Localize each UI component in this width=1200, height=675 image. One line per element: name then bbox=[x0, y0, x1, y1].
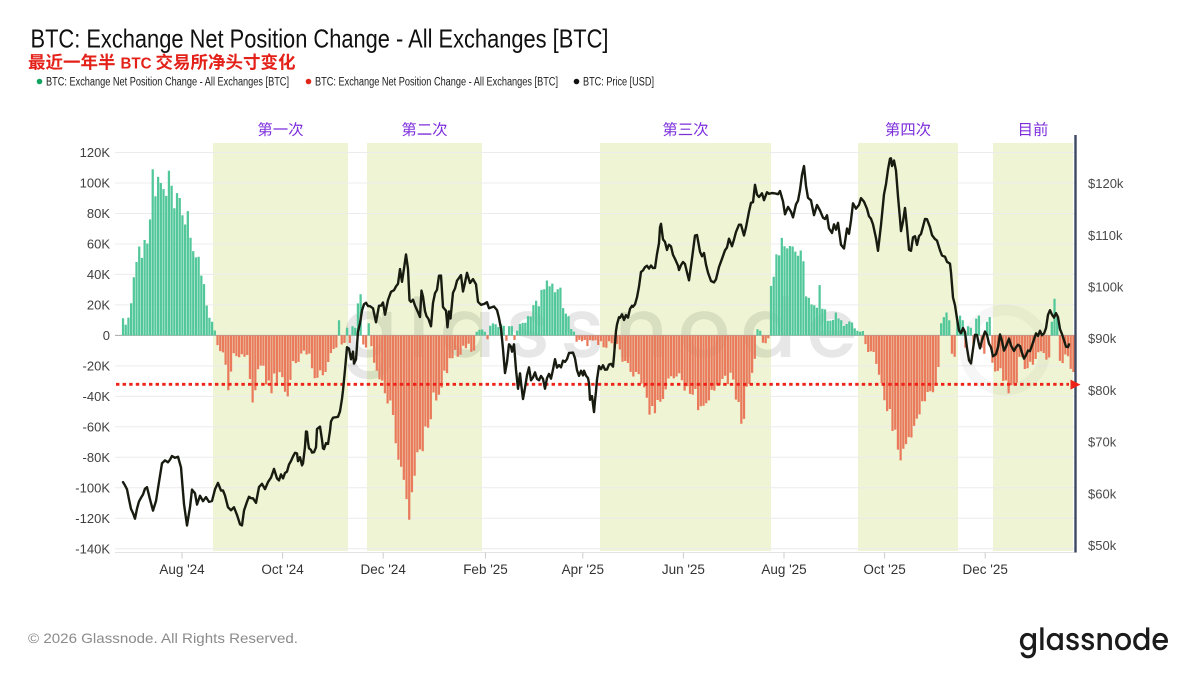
svg-text:$120k: $120k bbox=[1088, 176, 1124, 191]
svg-text:BTC: Exchange Net Position Cha: BTC: Exchange Net Position Change - All … bbox=[315, 77, 558, 89]
svg-text:BTC: Exchange Net Position Cha: BTC: Exchange Net Position Change - All … bbox=[31, 24, 609, 54]
svg-text:$80k: $80k bbox=[1088, 383, 1117, 398]
svg-text:40K: 40K bbox=[87, 267, 110, 282]
svg-text:Jun '25: Jun '25 bbox=[662, 562, 705, 577]
svg-text:Feb '25: Feb '25 bbox=[463, 562, 508, 577]
svg-text:80K: 80K bbox=[87, 206, 110, 221]
svg-text:60K: 60K bbox=[87, 237, 110, 252]
svg-text:120K: 120K bbox=[80, 145, 111, 160]
svg-text:$60k: $60k bbox=[1088, 486, 1117, 501]
svg-text:-20K: -20K bbox=[83, 358, 111, 373]
svg-text:© 2026 Glassnode. All Rights R: © 2026 Glassnode. All Rights Reserved. bbox=[28, 630, 298, 646]
svg-text:$70k: $70k bbox=[1088, 435, 1117, 450]
svg-text:-80K: -80K bbox=[83, 450, 111, 465]
svg-text:0: 0 bbox=[103, 328, 110, 343]
svg-text:Oct '25: Oct '25 bbox=[863, 562, 905, 577]
svg-text:-120K: -120K bbox=[75, 511, 110, 526]
svg-text:BTC: Exchange Net Position Cha: BTC: Exchange Net Position Change - All … bbox=[46, 77, 289, 89]
svg-text:20K: 20K bbox=[87, 297, 110, 312]
svg-text:BTC: Price [USD]: BTC: Price [USD] bbox=[583, 77, 654, 89]
svg-text:Aug '25: Aug '25 bbox=[761, 562, 806, 577]
svg-text:$100k: $100k bbox=[1088, 280, 1124, 295]
svg-text:BTC: BTC bbox=[121, 55, 152, 72]
svg-text:100K: 100K bbox=[80, 176, 111, 191]
svg-text:-140K: -140K bbox=[75, 541, 110, 556]
svg-text:-40K: -40K bbox=[83, 389, 111, 404]
svg-text:$110k: $110k bbox=[1088, 228, 1123, 243]
svg-text:Dec '25: Dec '25 bbox=[963, 562, 1008, 577]
svg-text:Apr '25: Apr '25 bbox=[562, 562, 604, 577]
svg-text:Oct '24: Oct '24 bbox=[261, 562, 304, 577]
svg-text:Aug '24: Aug '24 bbox=[159, 562, 205, 577]
svg-text:-60K: -60K bbox=[83, 419, 111, 434]
svg-text:Dec '24: Dec '24 bbox=[361, 562, 407, 577]
svg-text:$90k: $90k bbox=[1088, 331, 1117, 346]
svg-text:$50k: $50k bbox=[1088, 538, 1117, 553]
svg-text:-100K: -100K bbox=[75, 480, 110, 495]
